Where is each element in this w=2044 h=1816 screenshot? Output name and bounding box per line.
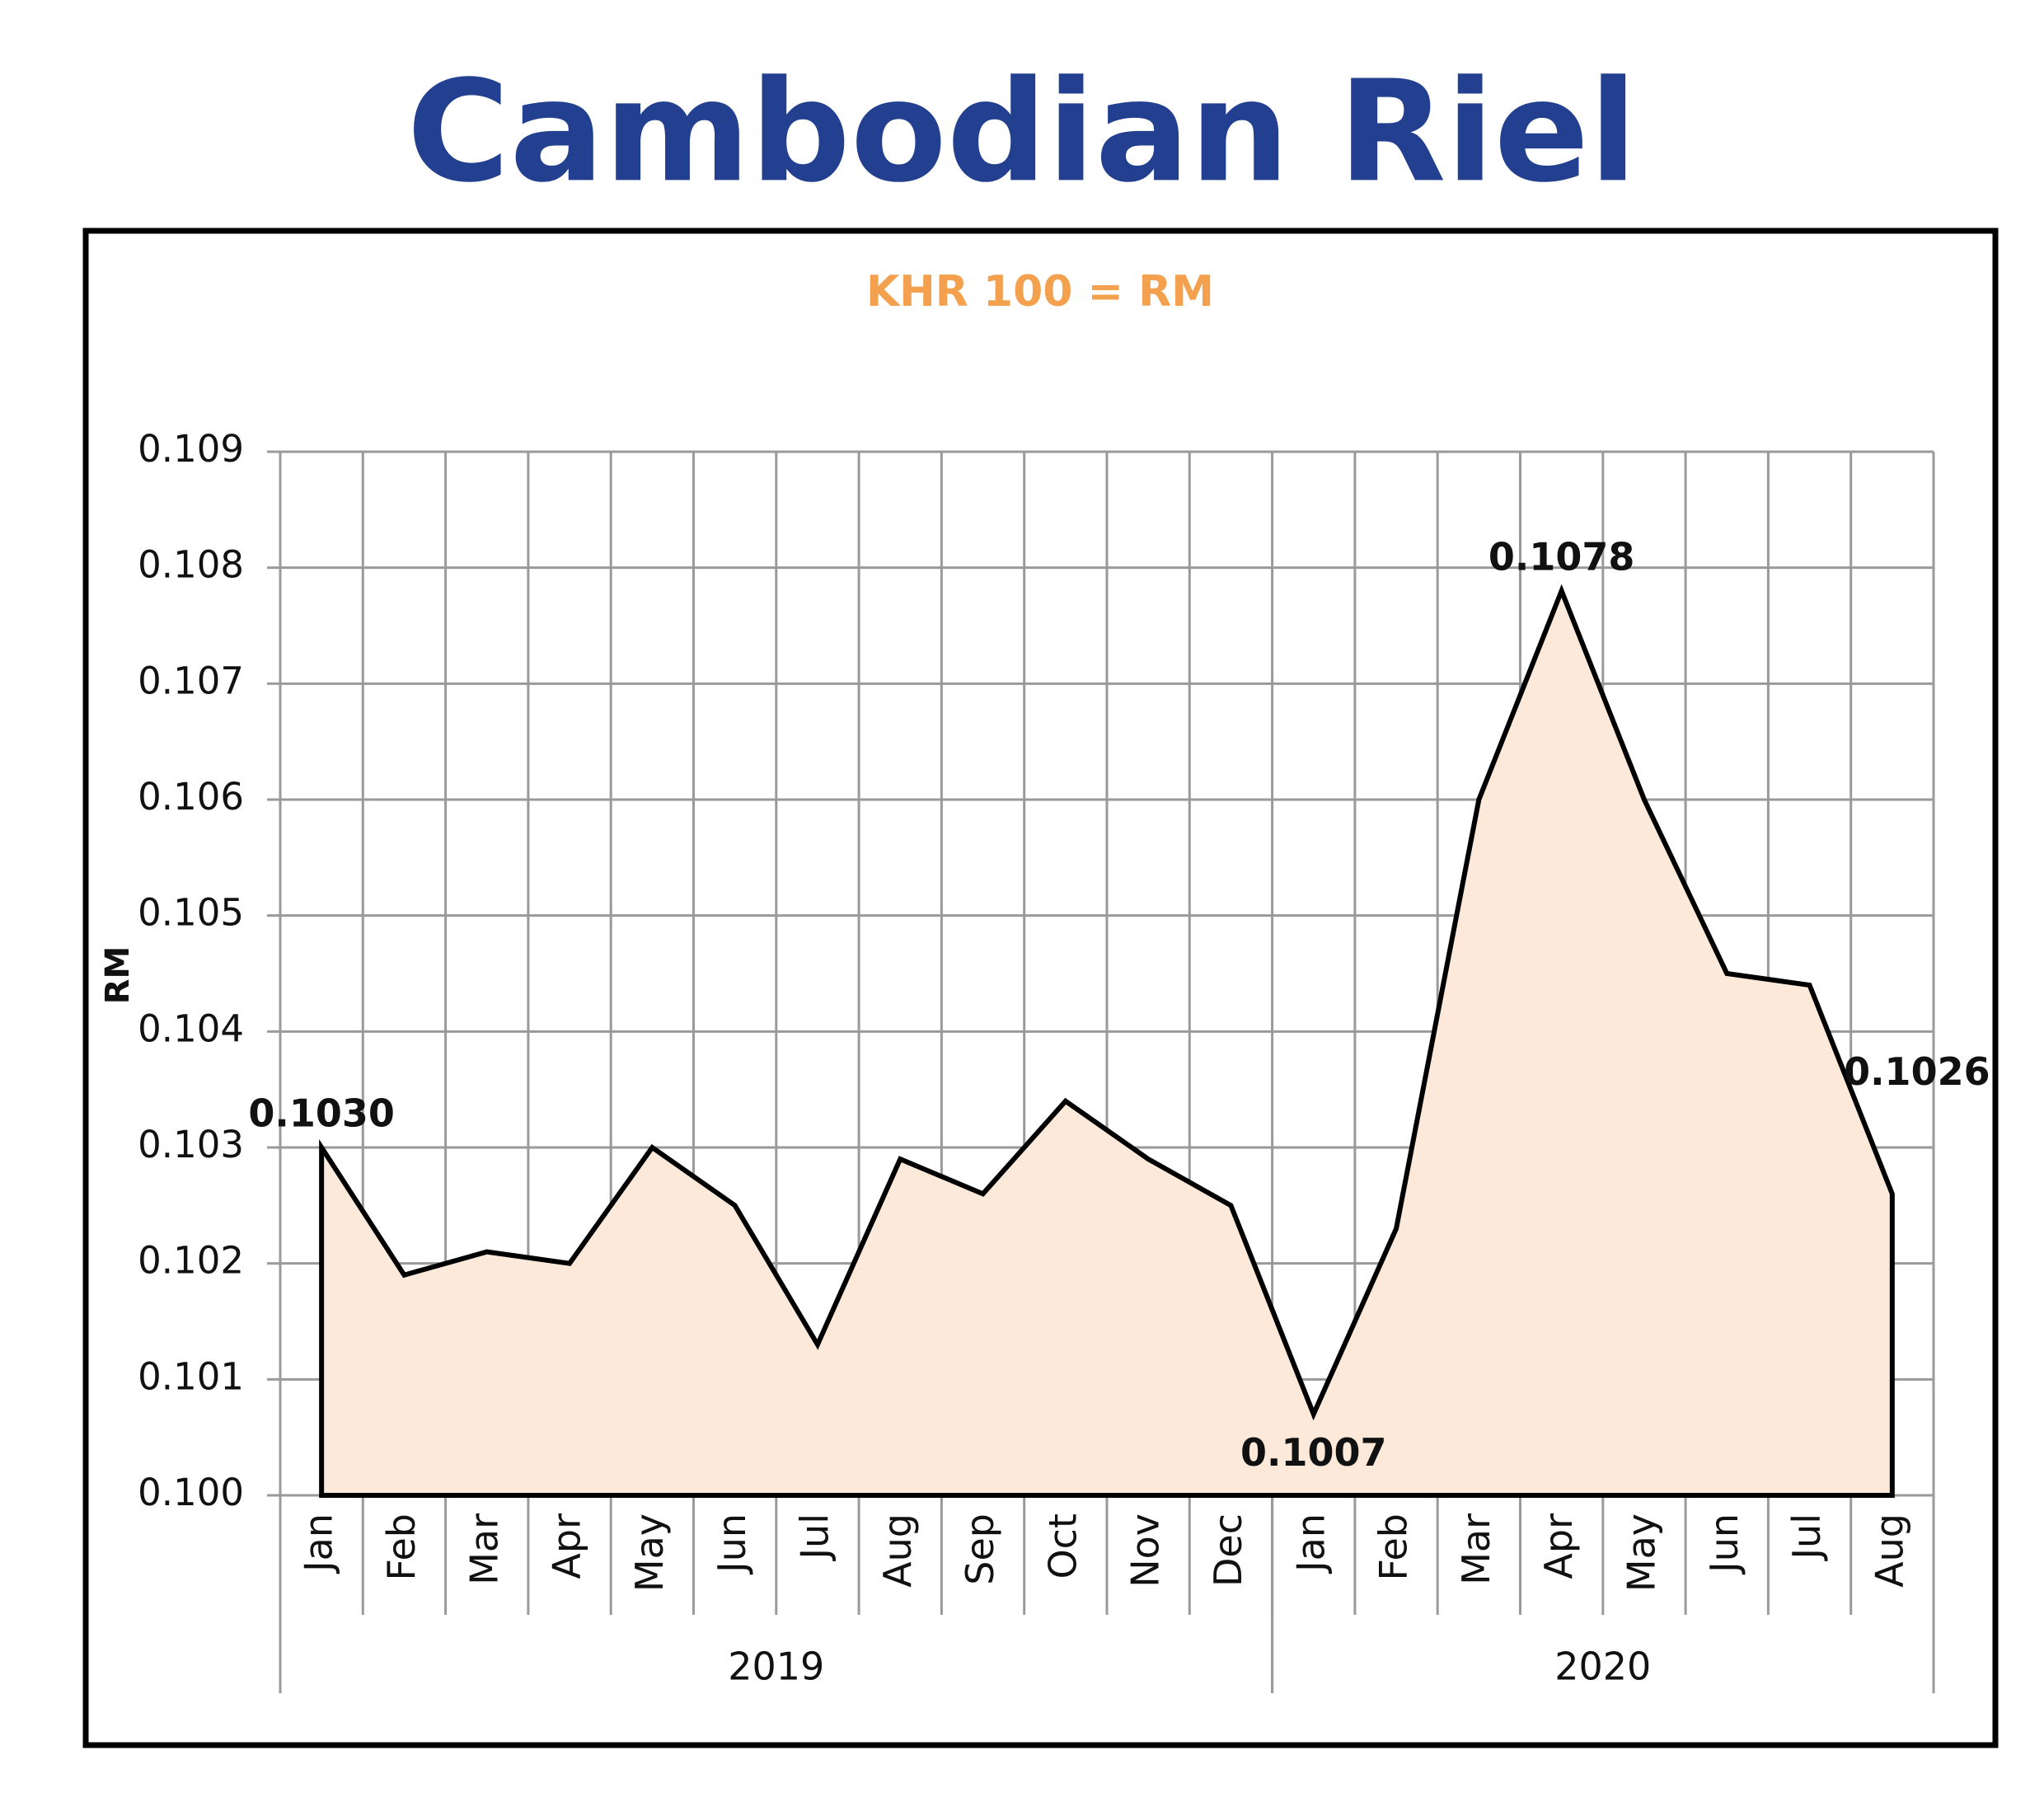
x-tick-label: Apr	[545, 1513, 589, 1579]
x-group-label: 2019	[728, 1645, 824, 1689]
x-tick-label: Dec	[1206, 1513, 1250, 1587]
x-tick-label: Oct	[1040, 1513, 1085, 1579]
x-tick-label: May	[627, 1513, 672, 1592]
y-axis-label: RM	[99, 946, 137, 1005]
y-tick-label: 0.107	[138, 659, 244, 702]
x-tick-label: Sep	[958, 1513, 1002, 1585]
x-tick-label: Apr	[1536, 1513, 1581, 1579]
y-tick-label: 0.100	[138, 1471, 244, 1514]
x-tick-label: Nov	[1123, 1513, 1168, 1588]
data-label: 0.1030	[248, 1091, 395, 1136]
x-tick-label: Jan	[1288, 1513, 1333, 1574]
x-tick-label: Feb	[1371, 1513, 1416, 1580]
area	[321, 590, 1892, 1495]
x-tick-label: Aug	[1867, 1513, 1911, 1588]
x-tick-label: Mar	[462, 1513, 506, 1585]
data-label: 0.1007	[1240, 1430, 1387, 1475]
x-tick-label: Jun	[710, 1513, 754, 1575]
y-tick-label: 0.104	[138, 1007, 244, 1050]
data-label: 0.1078	[1488, 534, 1635, 579]
x-tick-label: Jul	[1784, 1513, 1829, 1562]
x-tick-label: Feb	[379, 1513, 424, 1580]
y-tick-label: 0.102	[138, 1239, 244, 1283]
chart-frame	[82, 228, 1999, 1748]
y-tick-label: 0.109	[138, 427, 244, 471]
y-tick-label: 0.105	[138, 891, 244, 935]
data-label: 0.1026	[1844, 1049, 1990, 1094]
area-outline	[319, 584, 1895, 1498]
y-tick-label: 0.108	[138, 543, 244, 587]
x-tick-label: Jun	[1702, 1513, 1746, 1575]
y-tick-label: 0.101	[138, 1354, 244, 1398]
x-tick-label: Jan	[297, 1513, 341, 1574]
chart-title: Cambodian Riel	[407, 50, 1638, 214]
x-tick-label: May	[1619, 1513, 1663, 1592]
x-group-label: 2020	[1554, 1645, 1651, 1689]
x-tick-label: Jul	[792, 1513, 837, 1562]
x-tick-label: Aug	[875, 1513, 920, 1588]
y-tick-label: 0.106	[138, 775, 244, 819]
y-tick-label: 0.103	[138, 1123, 244, 1166]
chart-subtitle: KHR 100 = RM	[866, 267, 1214, 317]
x-tick-label: Mar	[1454, 1513, 1498, 1585]
